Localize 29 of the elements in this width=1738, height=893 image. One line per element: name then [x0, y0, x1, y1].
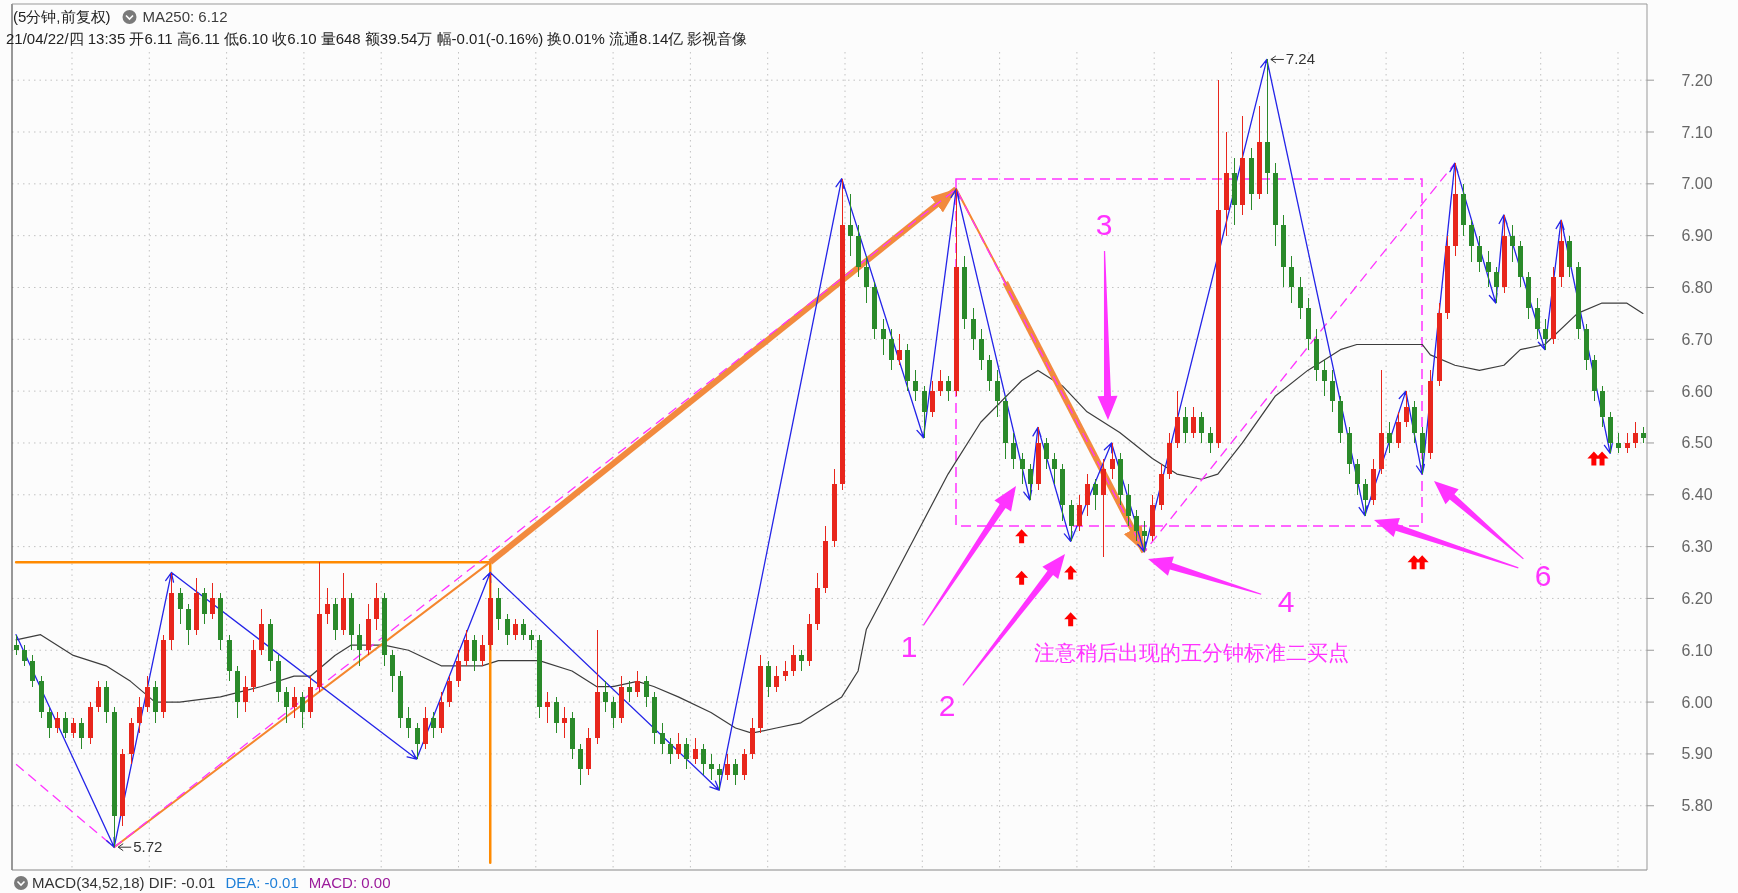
- text: DEA: -0.01: [225, 874, 299, 891]
- data-label: 7.24: [1285, 50, 1316, 68]
- y-tick-label: 7.10: [1681, 123, 1713, 141]
- data-label: 5.72: [133, 838, 163, 856]
- text: 21/04/22/四 13:35 开6.11 高6.11 低6.10 收6.10 量648 额39.54万 幅-0.01(-0.16%) 换0.01% 流通8.14亿 影视音像: [6, 30, 748, 47]
- y-tick-label: 6.70: [1681, 330, 1713, 348]
- annotation: 1: [900, 630, 918, 663]
- text: MACD: 0.00: [308, 874, 391, 891]
- annotation: 3: [1095, 208, 1113, 241]
- y-tick-label: 7.20: [1681, 71, 1713, 89]
- y-tick-label: 6.00: [1681, 693, 1713, 711]
- y-tick-label: 7.00: [1681, 175, 1713, 193]
- y-tick-label: 6.80: [1681, 278, 1713, 296]
- annotation: 2: [938, 689, 956, 722]
- y-tick-label: 6.50: [1681, 434, 1713, 452]
- y-tick-label: 6.40: [1681, 486, 1713, 504]
- text: MACD(34,52,18) DIF: -0.01: [32, 874, 216, 891]
- chart-title: (5分钟,前复权): [13, 8, 111, 25]
- y-tick-label: 6.20: [1681, 589, 1713, 607]
- legend: MA250: 6.12: [142, 8, 228, 25]
- annotation: 4: [1277, 585, 1295, 618]
- y-tick-label: 6.30: [1681, 538, 1713, 556]
- y-tick-label: 5.90: [1681, 745, 1713, 763]
- y-tick-label: 6.60: [1681, 382, 1713, 400]
- annotation: 注意稍后出现的五分钟标准二买点: [1033, 641, 1349, 664]
- y-tick-label: 6.10: [1681, 641, 1713, 659]
- annotation: 6: [1534, 559, 1552, 592]
- y-tick-label: 5.80: [1681, 797, 1713, 815]
- y-tick-label: 6.90: [1681, 227, 1713, 245]
